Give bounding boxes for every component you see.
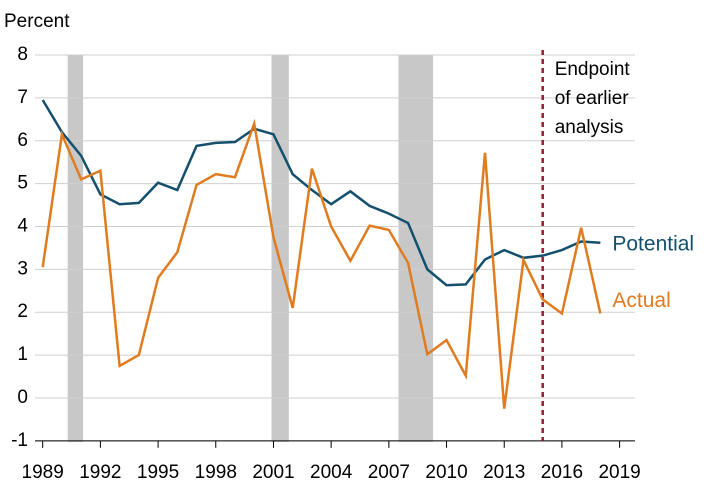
x-tick-label: 1998	[195, 462, 237, 483]
x-tick-label: 2004	[310, 462, 353, 483]
x-tick-label: 2001	[252, 462, 294, 483]
y-tick-label: 7	[17, 87, 28, 108]
line	[41, 99, 601, 287]
legend-label: Actual	[612, 289, 670, 312]
x-tick-label: 2013	[483, 462, 525, 483]
endpoint-label: Endpoint	[555, 59, 631, 80]
y-tick-label: 4	[17, 216, 28, 237]
line	[41, 118, 602, 409]
recession-band	[398, 55, 434, 442]
x-tick-label: 2016	[541, 462, 583, 483]
x-tick-label: 2007	[368, 462, 410, 483]
y-tick-label: 8	[17, 44, 28, 65]
y-axis-label: Percent	[4, 11, 70, 32]
legend-label: Potential	[612, 232, 694, 255]
endpoint-label: of earlier	[555, 88, 630, 109]
y-tick-label: 3	[17, 258, 28, 279]
x-tick-label: 2019	[598, 462, 640, 483]
recession-band	[67, 55, 84, 442]
x-tick-label: 1995	[137, 462, 179, 483]
y-tick-label: 5	[17, 173, 28, 194]
x-tick-label: 2010	[425, 462, 467, 483]
y-tick-label: 2	[17, 301, 28, 322]
endpoint-label: analysis	[555, 117, 624, 138]
x-tick-label: 1989	[22, 462, 64, 483]
x-tick-label: 1992	[79, 462, 121, 483]
y-tick-label: 0	[17, 387, 28, 408]
y-tick-label: 1	[17, 344, 28, 365]
y-tick-label: -1	[11, 430, 28, 451]
y-tick-label: 6	[17, 130, 28, 151]
recession-band	[271, 55, 289, 442]
